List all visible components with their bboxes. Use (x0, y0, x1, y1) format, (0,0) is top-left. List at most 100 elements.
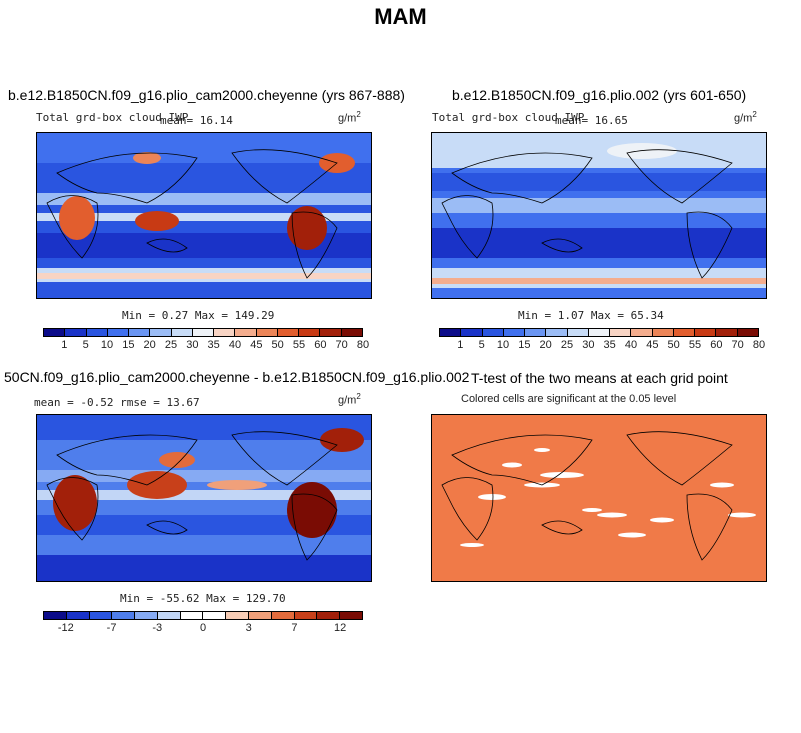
colorbar-tick-label: 25 (560, 339, 574, 351)
panel-title-bottom-right: T-test of the two means at each grid poi… (471, 370, 728, 386)
colorbar-tick-label: 60 (710, 339, 723, 351)
colorbar-tick-label: 12 (334, 622, 347, 634)
colorbar-swatch (440, 329, 462, 336)
colorbar-tick-label: 15 (518, 339, 531, 351)
colorbar-swatch (107, 329, 130, 336)
colorbar-swatch (461, 329, 483, 336)
panel-title-bottom-left: 50CN.f09_g16.plio_cam2000.cheyenne - b.e… (4, 369, 470, 385)
colorbar-ticks-top-right: 1 5 10 15 20 25 30 35 40 45 50 55 60 70 80 (439, 339, 765, 353)
colorbar-swatch (86, 329, 108, 336)
colorbar-swatch (235, 329, 257, 336)
colorbar-swatch (652, 329, 674, 336)
colorbar-tick-label: 0 (199, 622, 207, 634)
colorbar-tick-label: 70 (335, 339, 348, 351)
colorbar-swatch (695, 329, 717, 336)
colorbar-tick-label: 50 (667, 339, 680, 351)
colorbar-tick-label: 30 (582, 339, 595, 351)
colorbar-swatch (546, 329, 568, 336)
map-top-right (431, 132, 767, 299)
map-top-left (36, 132, 372, 299)
colorbar-bottom-left (43, 611, 363, 620)
colorbar-tick-label: 10 (100, 339, 114, 351)
colorbar-ticks-bottom-left: -12 -7 -3 0 3 7 12 (43, 622, 363, 636)
colorbar-tick-label: 20 (143, 339, 156, 351)
colorbar-swatch (277, 329, 300, 336)
colorbar-tick-label: 7 (291, 622, 298, 634)
colorbar-swatch (44, 612, 67, 619)
colorbar-swatch (203, 612, 227, 619)
colorbar-swatch (482, 329, 504, 336)
colorbar-swatch (320, 329, 342, 336)
colorbar-tick-label: 10 (496, 339, 510, 351)
colorbar-swatch (631, 329, 653, 336)
colorbar-swatch (226, 612, 250, 619)
colorbar-tick-label: 15 (122, 339, 135, 351)
colorbar-swatch (341, 329, 362, 336)
colorbar-tick-label: 1 (61, 339, 68, 351)
colorbar-tick-label: -3 (152, 622, 163, 634)
minmax-top-right: Min = 1.07 Max = 65.34 (518, 309, 664, 322)
colorbar-swatch (503, 329, 526, 336)
colorbar-swatch (716, 329, 738, 336)
colorbar-tick-label: 20 (539, 339, 552, 351)
colorbar-swatch (567, 329, 589, 336)
page-title: MAM (374, 4, 427, 29)
colorbar-tick-label: 3 (245, 622, 252, 634)
colorbar-top-right (439, 328, 759, 337)
colorbar-tick-label: 35 (207, 339, 220, 351)
panel-title-top-right: b.e12.B1850CN.f09_g16.plio.002 (yrs 601-… (452, 87, 747, 103)
colorbar-swatch (66, 612, 90, 619)
colorbar-swatch (150, 329, 172, 336)
map-bottom-left (36, 414, 372, 582)
colorbar-swatch (294, 612, 318, 619)
colorbar-tick-label: 40 (228, 339, 242, 351)
units-label-bottom-left: g/m2 (338, 392, 361, 407)
colorbar-swatch (192, 329, 215, 336)
variable-label-top-right: Total grd-box cloud IWP (432, 111, 585, 124)
colorbar-ticks-top-left: 1 5 10 15 20 25 30 35 40 45 50 55 60 70 80 (43, 339, 369, 353)
colorbar-swatch (171, 329, 193, 336)
colorbar-swatch (340, 612, 362, 619)
colorbar-tick-label: 55 (292, 339, 306, 351)
map-bottom-right (431, 414, 767, 582)
minmax-top-left: Min = 0.27 Max = 149.29 (122, 309, 275, 322)
variable-label-top-left: Total grd-box cloud IWP (36, 111, 189, 124)
minmax-bottom-left: Min = -55.62 Max = 129.70 (120, 592, 286, 605)
colorbar-swatch (44, 329, 66, 336)
units-label-top-left: g/m2 (338, 110, 361, 125)
colorbar-tick-label: 80 (752, 339, 766, 351)
colorbar-swatch (271, 612, 295, 619)
colorbar-swatch (180, 612, 204, 619)
colorbar-tick-label: 60 (314, 339, 327, 351)
colorbar-swatch (157, 612, 181, 619)
colorbar-swatch (135, 612, 158, 619)
colorbar-swatch (89, 612, 113, 619)
colorbar-tick-label: 1 (457, 339, 464, 351)
colorbar-swatch (256, 329, 278, 336)
colorbar-swatch (610, 329, 632, 336)
units-label-top-right: g/m2 (734, 110, 757, 125)
colorbar-swatch (737, 329, 758, 336)
colorbar-tick-label: 70 (731, 339, 744, 351)
colorbar-swatch (317, 612, 341, 619)
colorbar-tick-label: 55 (688, 339, 702, 351)
colorbar-tick-label: -12 (57, 622, 74, 634)
colorbar-tick-label: 40 (624, 339, 638, 351)
panel-title-top-left: b.e12.B1850CN.f09_g16.plio_cam2000.cheye… (8, 87, 405, 103)
mean-label-top-right: mean= 16.65 (555, 114, 628, 127)
colorbar-tick-label: -7 (106, 622, 117, 634)
significance-note: Colored cells are significant at the 0.0… (461, 393, 677, 405)
colorbar-tick-label: 25 (164, 339, 178, 351)
colorbar-top-left (43, 328, 363, 337)
colorbar-tick-label: 45 (250, 339, 263, 351)
colorbar-tick-label: 45 (646, 339, 659, 351)
colorbar-tick-label: 35 (603, 339, 616, 351)
mean-label-top-left: mean= 16.14 (160, 114, 233, 127)
colorbar-swatch (588, 329, 611, 336)
colorbar-swatch (249, 612, 272, 619)
colorbar-swatch (673, 329, 696, 336)
colorbar-swatch (129, 329, 151, 336)
colorbar-swatch (214, 329, 236, 336)
colorbar-tick-label: 5 (478, 339, 485, 351)
colorbar-swatch (299, 329, 321, 336)
